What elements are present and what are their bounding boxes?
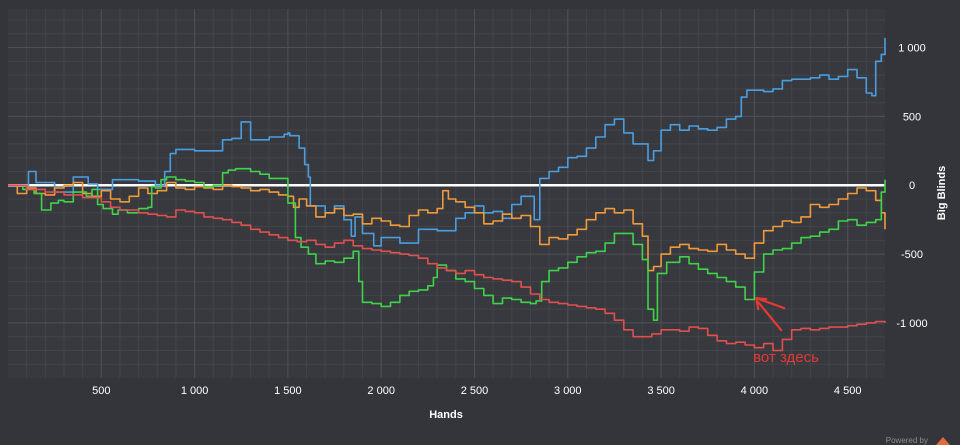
brand-logo-icon (936, 437, 950, 445)
y-axis-ticks: 1 000 500 0 -500 -1 000 (896, 43, 927, 330)
x-axis-label: Hands (429, 409, 463, 421)
y-tick-label: 0 (909, 180, 915, 192)
series-line-1 (8, 37, 886, 247)
x-tick-label: 2 000 (367, 385, 395, 397)
x-axis-ticks: 500 1 000 1 500 2 000 2 500 3 000 3 500 4 000 4 … (92, 385, 861, 397)
x-tick-label: 500 (92, 385, 110, 397)
series-line-2 (8, 181, 886, 272)
series-line-3 (8, 167, 886, 321)
series-layer (8, 37, 886, 352)
y-tick-label: -500 (901, 249, 923, 261)
x-tick-label: 3 500 (647, 385, 675, 397)
x-tick-label: 1 500 (274, 385, 302, 397)
annotation: вот здесь (753, 297, 819, 366)
x-tick-label: 2 500 (461, 385, 489, 397)
x-tick-label: 1 000 (181, 385, 209, 397)
y-tick-label: 500 (903, 111, 921, 123)
y-tick-label: 1 000 (898, 43, 926, 55)
series-line-4 (8, 184, 886, 352)
annotation-arrow (755, 297, 786, 332)
x-tick-label: 4 500 (834, 385, 862, 397)
powered-by-credit: Powered by (886, 436, 928, 445)
annotation-text: вот здесь (753, 349, 819, 366)
y-tick-label: -1 000 (896, 318, 927, 330)
x-tick-label: 3 000 (554, 385, 582, 397)
y-axis-label: Big Blinds (936, 166, 948, 220)
x-tick-label: 4 000 (741, 385, 769, 397)
